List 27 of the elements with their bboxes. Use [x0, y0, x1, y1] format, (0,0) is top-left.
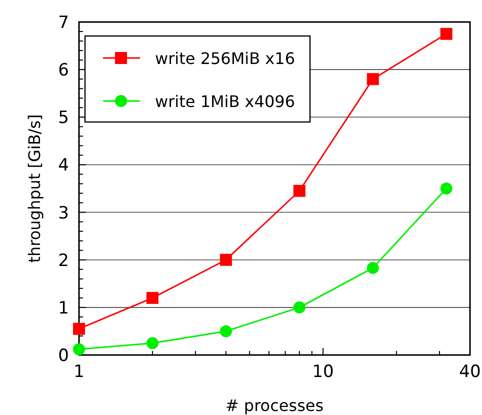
- y-axis-title: throughput [GiB/s]: [25, 114, 44, 263]
- y-tick-label: 4: [58, 156, 69, 176]
- y-tick-label: 0: [58, 346, 69, 366]
- x-tick-label: 10: [312, 362, 334, 382]
- y-tick-label: 6: [58, 60, 69, 81]
- y-tick-label: 7: [58, 13, 69, 33]
- y-tick-label: 3: [58, 203, 69, 224]
- legend-label: write 1MiB x4096: [155, 92, 295, 111]
- point: [440, 28, 452, 40]
- point: [220, 254, 232, 266]
- point: [440, 182, 452, 194]
- point: [73, 322, 85, 335]
- x-tick-label: 40: [459, 362, 481, 382]
- point: [366, 73, 379, 86]
- x-tick-label: 1: [74, 362, 84, 382]
- point: [146, 337, 158, 350]
- point: [293, 301, 306, 314]
- point: [146, 292, 158, 304]
- point: [73, 343, 85, 356]
- point: [366, 262, 379, 274]
- y-tick-label: 5: [58, 108, 69, 128]
- y-tick-label: 1: [58, 298, 69, 318]
- legend-label: write 256MiB x16: [155, 49, 295, 68]
- x-axis-title: # processes: [225, 396, 324, 415]
- point: [220, 325, 232, 338]
- y-tick-label: 2: [58, 250, 69, 271]
- point: [293, 184, 306, 197]
